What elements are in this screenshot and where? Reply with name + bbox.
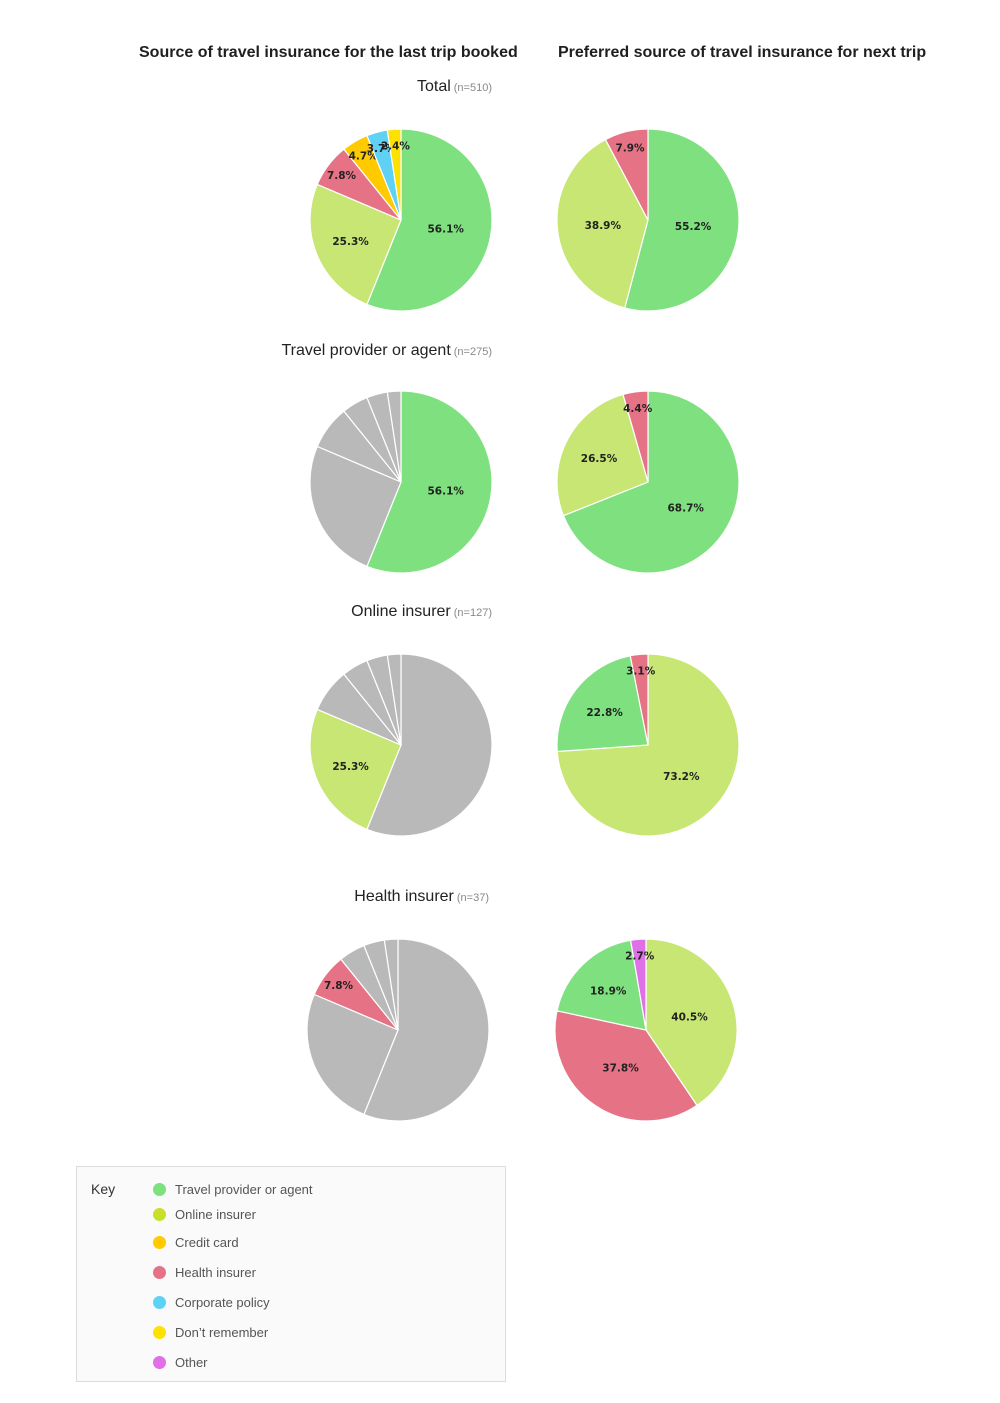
group-label-total: Total (n=510) — [417, 78, 492, 96]
pie-slice-don-t-remember — [383, 938, 399, 1031]
group-label-online-insurer: Online insurer (n=127) — [351, 603, 492, 621]
legend-key: Key Travel provider or agent Online insur… — [76, 1166, 506, 1382]
pie-data-label: 37.8% — [602, 1063, 639, 1075]
key-label: Don’t remember — [175, 1324, 269, 1340]
key-title: Key — [91, 1181, 116, 1197]
key-item-online-insurer: Online insurer — [153, 1204, 256, 1224]
left-column-title: Source of travel insurance for the last … — [139, 44, 518, 61]
pie-data-label: 2.7% — [625, 951, 655, 963]
pie-data-label: 73.2% — [663, 771, 700, 783]
pie-slice-travel-provider-or-agent — [363, 938, 490, 1122]
group-label-text: Health insurer — [354, 888, 454, 905]
pie-online-insurer-next-trip: 73.2% 22.8% 3.1% — [556, 653, 740, 837]
key-label: Credit card — [175, 1234, 239, 1250]
pie-slice-other — [629, 938, 647, 1031]
pie-slice-online-insurer — [645, 938, 738, 1107]
pie-slice-travel-provider-or-agent — [366, 653, 493, 837]
key-swatch — [153, 1265, 166, 1279]
pie-health-insurer-next-trip: 40.5% 37.8% 18.9% 2.7% — [554, 938, 738, 1122]
pie-data-label: 56.1% — [427, 224, 464, 236]
pie-health-insurer-last-trip: 7.8% — [306, 938, 490, 1122]
key-label: Health insurer — [175, 1264, 256, 1280]
pie-data-label: 3.7% — [367, 143, 397, 155]
pie-slice-online-insurer — [309, 445, 402, 568]
pie-data-label: 25.3% — [332, 236, 369, 248]
pie-slice-don-t-remember — [386, 653, 402, 746]
pie-slice-travel-provider-or-agent — [366, 390, 493, 574]
group-sample-size: (n=275) — [453, 346, 492, 358]
group-label-travel-provider: Travel provider or agent (n=275) — [282, 342, 493, 360]
right-column-title: Preferred source of travel insurance for… — [558, 44, 927, 61]
key-label: Online insurer — [175, 1206, 256, 1222]
pie-slice-online-insurer — [309, 183, 402, 306]
pie-data-label: 7.9% — [615, 143, 645, 155]
key-item-travel-provider-or-agent: Travel provider or agent — [153, 1179, 313, 1199]
pie-data-label: 22.8% — [586, 707, 623, 719]
key-item-other: Other — [153, 1352, 208, 1372]
key-swatch — [153, 1207, 166, 1221]
pie-slice-health-insurer — [604, 128, 649, 221]
pie-data-label: 26.5% — [581, 453, 618, 465]
pie-slice-online-insurer — [306, 993, 399, 1116]
group-label-text: Travel provider or agent — [281, 342, 451, 359]
key-swatch — [153, 1355, 166, 1369]
pie-slice-online-insurer — [309, 708, 402, 831]
key-label: Other — [175, 1354, 208, 1370]
pie-data-label: 25.3% — [332, 761, 369, 773]
pie-slice-online-insurer — [556, 393, 649, 517]
pie-travel-provider-or-agent-last-trip: 56.1% — [309, 390, 493, 574]
pie-online-insurer-last-trip: 25.3% — [309, 653, 493, 837]
pie-slice-travel-provider-or-agent — [556, 655, 649, 753]
key-swatch — [153, 1235, 166, 1249]
group-sample-size: (n=127) — [453, 607, 492, 619]
pie-charts: 56.1% 25.3% 7.8% 4.7%3.7%2.4% 55.2% 38.9% 7.9%… — [306, 128, 740, 1122]
group-label-health-insurer: Health insurer (n=37) — [354, 888, 489, 906]
pie-slice-don-t-remember — [386, 128, 402, 221]
pie-slice-don-t-remember — [386, 390, 402, 483]
key-item-health-insurer: Health insurer — [153, 1262, 256, 1282]
key-swatch — [153, 1325, 166, 1339]
group-label-text: Total — [416, 78, 451, 95]
pie-data-label: 3.1% — [626, 666, 656, 678]
pie-total-next-trip: 55.2% 38.9% 7.9% — [556, 128, 740, 312]
pie-data-label: 40.5% — [671, 1012, 708, 1024]
key-label: Travel provider or agent — [175, 1181, 313, 1197]
pie-total-last-trip: 56.1% 25.3% 7.8% 4.7%3.7%2.4% — [309, 128, 493, 312]
pie-slice-health-insurer — [629, 653, 649, 746]
key-item-credit-card: Credit card — [153, 1232, 239, 1252]
pie-slice-travel-provider-or-agent — [366, 128, 493, 312]
key-item-corporate-policy: Corporate policy — [153, 1292, 270, 1312]
key-swatch — [153, 1182, 166, 1196]
pie-travel-provider-or-agent-next-trip: 68.7% 26.5% 4.4% — [556, 390, 740, 574]
pie-data-label: 2.4% — [381, 141, 411, 153]
pie-data-label: 38.9% — [585, 220, 622, 232]
pie-slice-health-insurer — [554, 1010, 698, 1122]
pie-slice-travel-provider-or-agent — [562, 390, 740, 574]
pie-slice-health-insurer — [622, 390, 649, 483]
key-item-don-t-remember: Don’t remember — [153, 1322, 268, 1342]
pie-slice-travel-provider-or-agent — [556, 939, 647, 1031]
pie-data-label: 55.2% — [675, 221, 712, 233]
pie-data-label: 56.1% — [427, 486, 464, 498]
pie-data-label: 7.8% — [327, 170, 357, 182]
pie-slice-travel-provider-or-agent — [623, 128, 740, 312]
pie-slice-online-insurer — [556, 138, 649, 309]
key-label: Corporate policy — [175, 1294, 270, 1310]
pie-data-label: 7.8% — [324, 980, 354, 992]
key-swatch — [153, 1295, 166, 1309]
pie-data-label: 4.7% — [349, 151, 379, 163]
group-sample-size: (n=37) — [456, 892, 489, 904]
pie-data-label: 68.7% — [667, 503, 704, 515]
group-sample-size: (n=510) — [453, 82, 492, 94]
group-label-text: Online insurer — [351, 603, 451, 620]
pie-data-label: 4.4% — [623, 403, 653, 415]
pie-data-label: 18.9% — [590, 986, 627, 998]
